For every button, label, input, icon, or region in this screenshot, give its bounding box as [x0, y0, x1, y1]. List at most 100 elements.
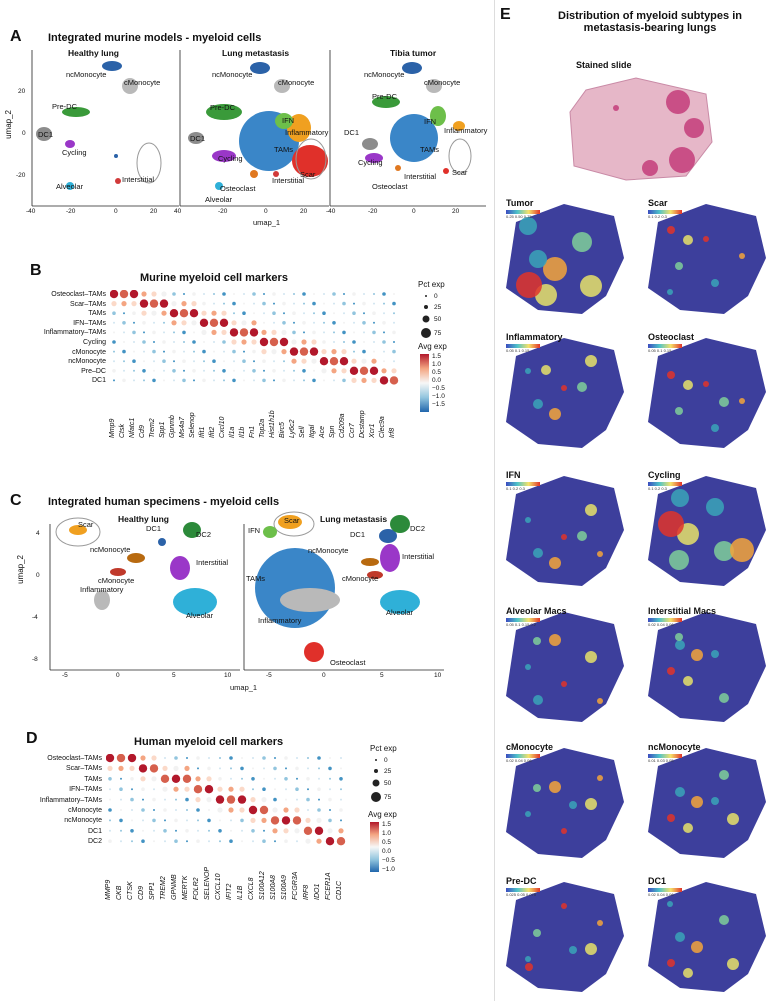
a2-label: Alveolar: [205, 195, 233, 204]
dotplot-dot: [119, 787, 123, 791]
dotplot-dot: [253, 312, 255, 315]
dotplot-dot: [336, 837, 346, 846]
dotplot-dot: [259, 337, 269, 347]
dotplot-dot: [252, 788, 254, 791]
dotplot-col-label: IDO1: [314, 883, 321, 900]
d-legend-colorbar: [370, 822, 379, 872]
dotplot-col-label: Ifit1: [199, 426, 206, 438]
dotplot-dot: [359, 366, 369, 375]
a3-label: IFN: [424, 117, 437, 126]
dotplot-dot: [191, 301, 197, 307]
dotplot-dot: [141, 808, 145, 812]
dotplot-dot: [123, 360, 125, 363]
panel-a-sub-1: Healthy lung: [68, 48, 120, 58]
a-xtick: -20: [218, 208, 228, 215]
dotplot-dot: [329, 757, 331, 759]
dotplot-row-label: DC2: [87, 838, 102, 846]
dotplot-dot: [282, 378, 286, 383]
dotplot-dot: [132, 359, 136, 363]
dotplot-dot: [383, 312, 385, 315]
dotplot-col-label: Ace: [319, 425, 326, 438]
dotplot-dot: [175, 829, 177, 832]
stained-slide-image: [569, 77, 713, 181]
spatial-map: [648, 612, 766, 722]
dotplot-dot: [343, 293, 345, 295]
dotplot-dot: [263, 293, 265, 295]
spatial-tile-name: Alveolar Macs: [506, 606, 567, 616]
dotplot-dot: [351, 358, 357, 364]
dotplot-col-label: Top2a: [259, 418, 266, 438]
dotplot-dot: [363, 331, 365, 334]
d-legend-pct: 50: [384, 780, 392, 787]
dotplot-row-label: IFN–TAMs: [73, 319, 106, 327]
dotplot-dot: [270, 816, 280, 825]
dotplot-dot: [207, 766, 211, 771]
dotplot-dot: [129, 765, 135, 771]
dotplot-dot: [312, 301, 316, 306]
dotplot-dot: [183, 341, 185, 343]
dotplot-col-label: Nfatc1: [129, 417, 136, 438]
dotplot-dot: [389, 376, 399, 385]
dotplot-dot: [202, 378, 206, 383]
dotplot-dot: [333, 312, 335, 315]
dotplot-dot: [183, 293, 185, 295]
dotplot-dot: [160, 774, 170, 783]
panel-a-title: Integrated murine models - myeloid cells: [48, 32, 262, 44]
panel-e-divider: [494, 0, 495, 1001]
panel-b-title: Murine myeloid cell markers: [140, 272, 288, 284]
spatial-tile-name: Osteoclast: [648, 332, 695, 342]
dotplot-dot: [291, 339, 297, 345]
dotplot-dot: [392, 349, 396, 354]
spatial-spot: [533, 695, 543, 705]
b-legend-pct: 0: [434, 293, 438, 300]
dotplot-dot: [201, 329, 207, 335]
dotplot-dot: [153, 369, 155, 372]
dotplot-col-label: Ccr7: [349, 423, 356, 438]
spatial-spot: [525, 963, 533, 971]
dotplot-dot: [232, 349, 236, 354]
spatial-spot: [703, 381, 709, 387]
dotplot-dot: [340, 757, 342, 759]
dotplot-dot: [231, 339, 237, 345]
dotplot-dot: [113, 379, 115, 382]
a3-label: TAMs: [420, 145, 440, 154]
c2-label: Interstitial: [402, 552, 435, 561]
a-xtick: -40: [26, 208, 36, 215]
a2-label: Inflammatory: [285, 128, 329, 137]
dotplot-dot: [131, 809, 133, 811]
a3-label: cMonocyte: [424, 78, 461, 87]
stained-slide-label: Stained slide: [576, 60, 632, 70]
dotplot-dot: [208, 757, 210, 759]
a2-label: IFN: [282, 116, 295, 125]
dotplot-col-label: Fn1: [249, 425, 256, 438]
dotplot-dot: [307, 757, 309, 759]
panel-e-letter: E: [500, 6, 511, 23]
dotplot-dot: [133, 341, 135, 343]
dotplot-dot: [301, 358, 307, 364]
dotplot-dot: [372, 311, 376, 315]
dotplot-dot: [122, 349, 126, 354]
dotplot-dot: [313, 321, 315, 324]
dotplot-dot: [173, 379, 175, 382]
dotplot-dot: [193, 379, 195, 382]
c-xtick: 5: [172, 672, 176, 679]
panel-c-ylabel: umap_2: [16, 555, 25, 584]
dotplot-dot: [197, 819, 199, 822]
dotplot-dot: [202, 349, 206, 354]
dotplot-col-label: Birc5: [279, 422, 286, 438]
dotplot-dot: [193, 360, 195, 363]
dotplot-dot: [242, 311, 246, 315]
a-ytick: 0: [22, 130, 26, 137]
a2-label: DC1: [190, 134, 206, 143]
dotplot-dot: [192, 340, 196, 344]
dotplot-dot: [213, 341, 215, 343]
dotplot-col-label: Cxcl10: [219, 416, 226, 438]
dotplot-dot: [322, 340, 326, 344]
spatial-spot: [525, 368, 531, 374]
umap-healthy-lung-mouse: [36, 61, 162, 190]
dotplot-dot: [311, 358, 317, 364]
dotplot-dot: [192, 369, 196, 373]
dotplot-dot: [217, 786, 223, 792]
dotplot-dot: [113, 350, 115, 353]
dotplot-dot: [273, 321, 275, 324]
